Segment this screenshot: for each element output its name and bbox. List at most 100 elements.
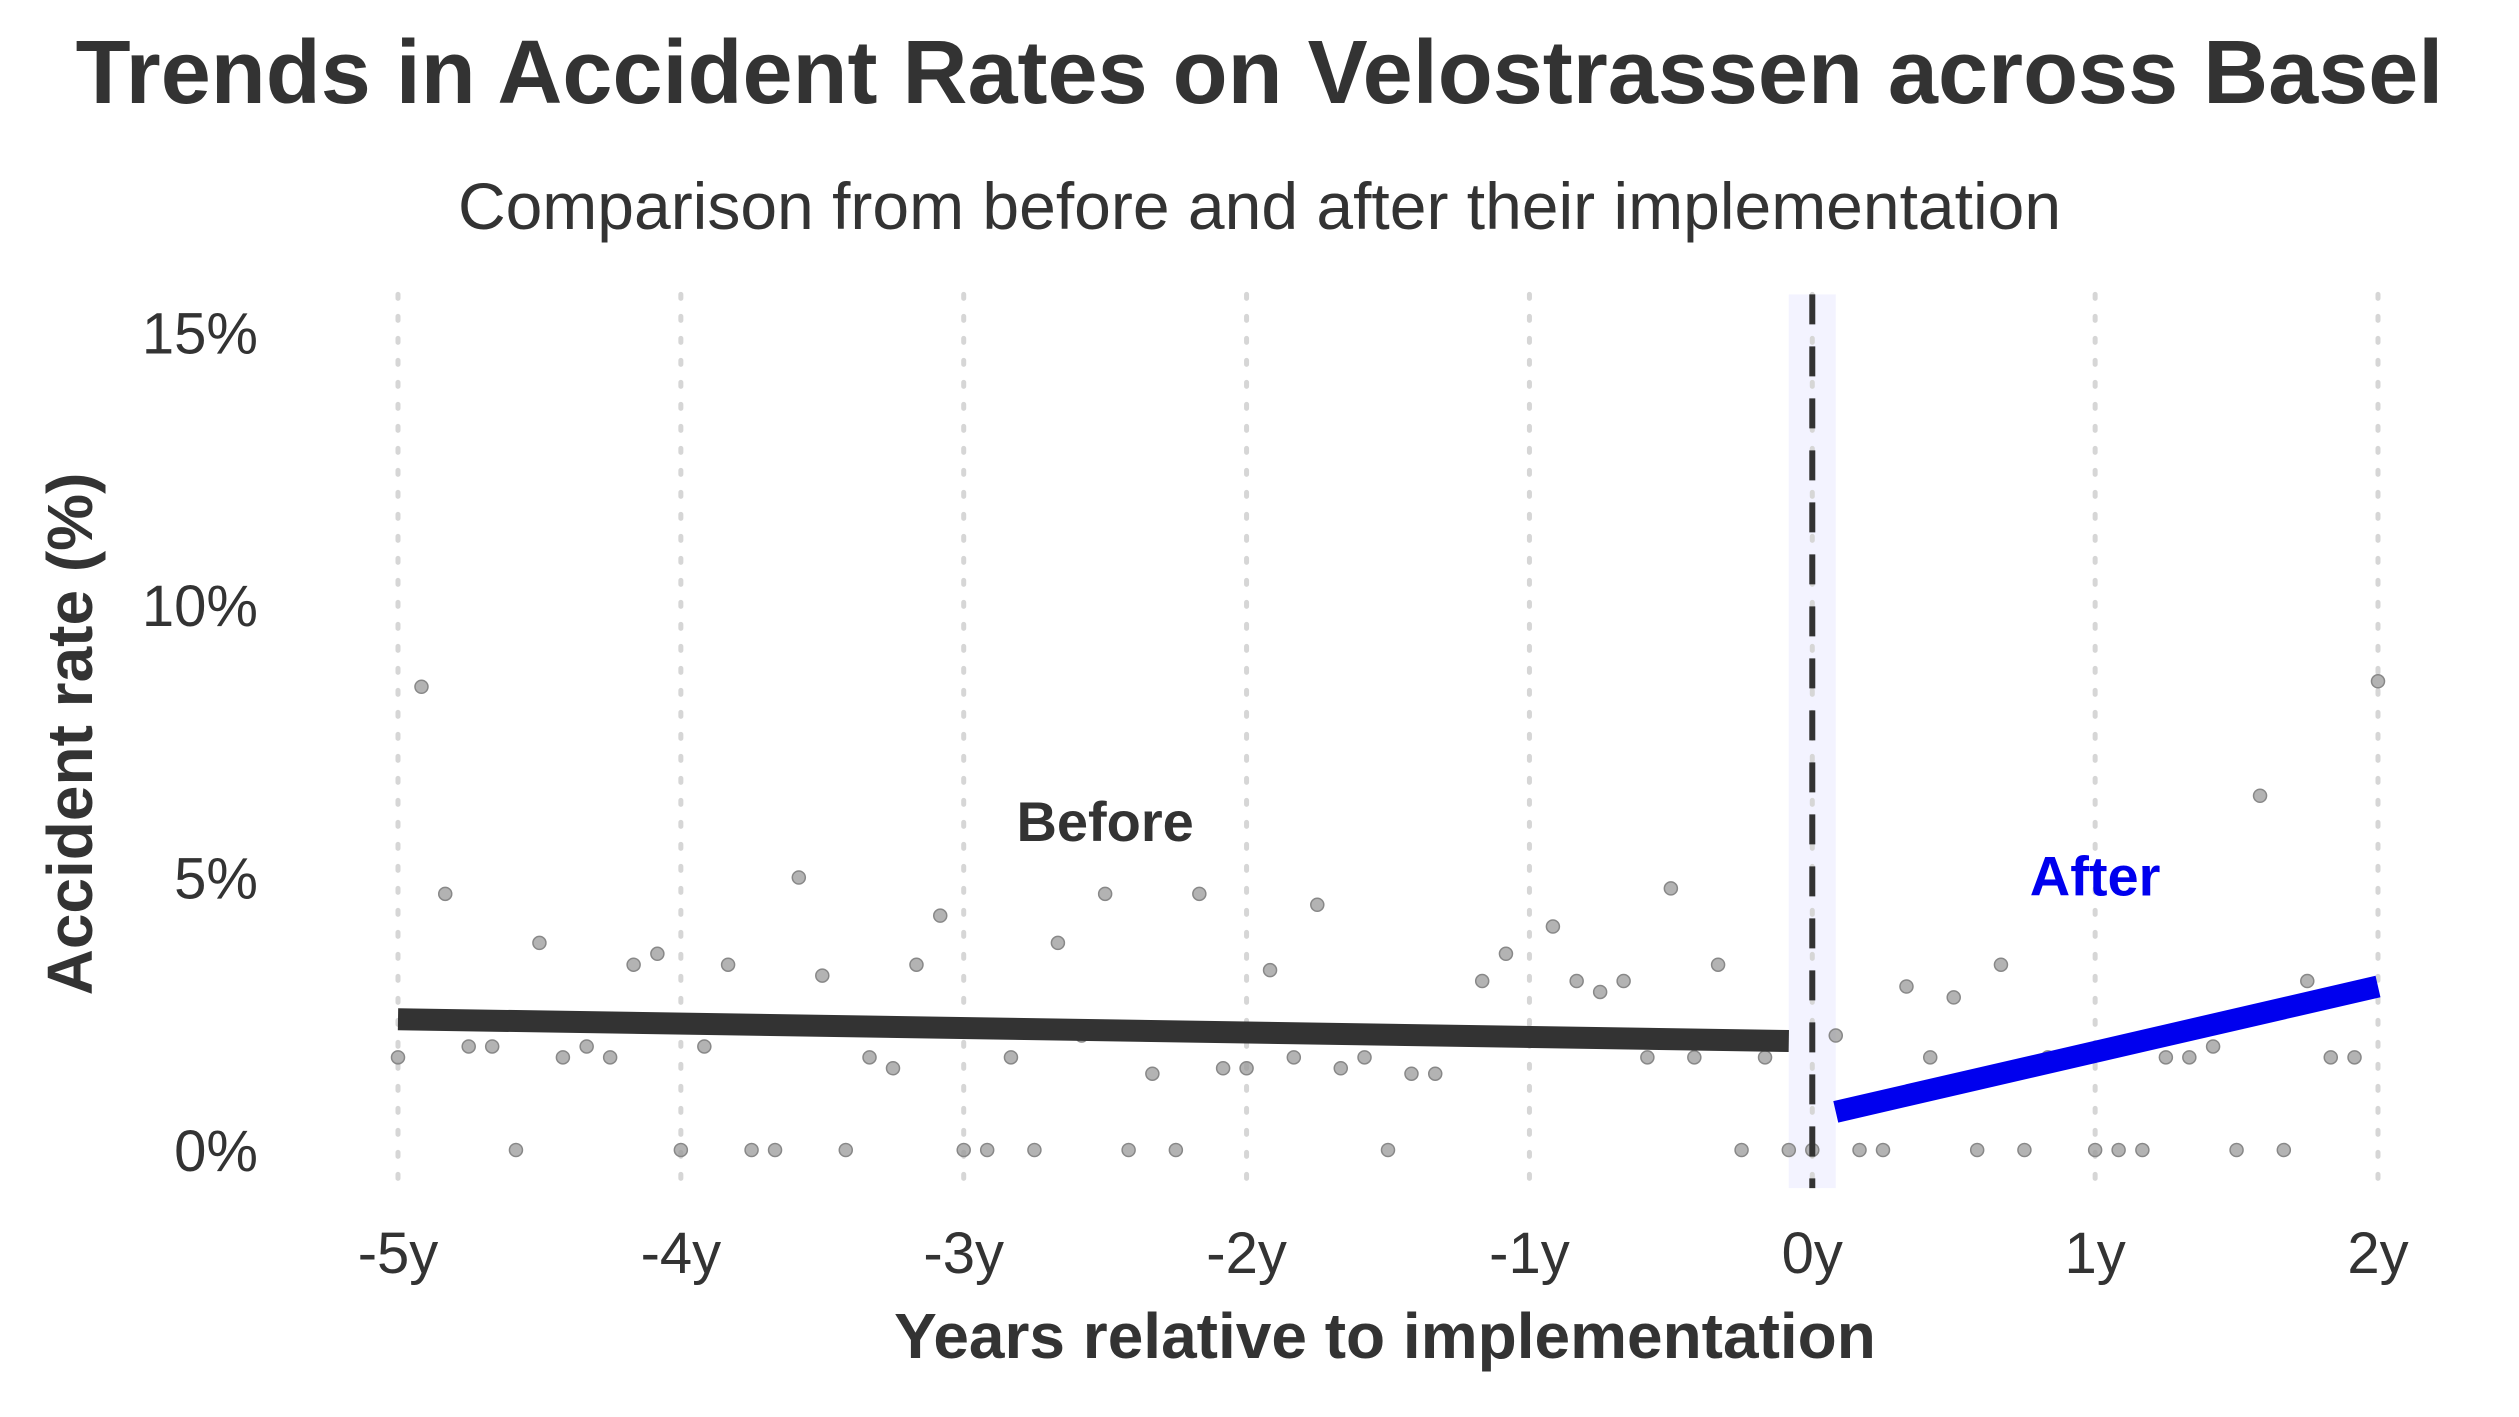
data-point-6 bbox=[532, 935, 547, 951]
y-tick-label-2: 10% bbox=[142, 574, 258, 639]
data-point-22 bbox=[909, 957, 924, 972]
data-point-74 bbox=[2205, 1039, 2221, 1054]
data-point-80 bbox=[2347, 1050, 2362, 1065]
data-point-33 bbox=[1168, 1142, 1184, 1158]
data-point-46 bbox=[1498, 946, 1514, 962]
x-tick-label-7: 2y bbox=[2347, 1221, 2408, 1286]
data-point-79 bbox=[2323, 1050, 2339, 1065]
data-points bbox=[390, 674, 2386, 1158]
data-point-61 bbox=[1875, 1142, 1891, 1158]
chart-subtitle: Comparison from before and after their i… bbox=[457, 169, 2062, 243]
data-point-47 bbox=[1545, 919, 1561, 934]
data-point-75 bbox=[2229, 1142, 2244, 1158]
series-labels: Before After bbox=[1016, 790, 2160, 908]
data-point-7 bbox=[555, 1050, 571, 1065]
data-point-60 bbox=[1852, 1142, 1867, 1158]
data-point-8 bbox=[579, 1039, 594, 1054]
data-point-9 bbox=[602, 1050, 618, 1065]
data-point-28 bbox=[1050, 935, 1066, 951]
data-point-73 bbox=[2182, 1050, 2197, 1065]
x-axis-label: Years relative to implementation bbox=[894, 1300, 1876, 1372]
data-point-20 bbox=[862, 1050, 877, 1065]
x-tick-label-4: -1y bbox=[1489, 1221, 1570, 1286]
x-tick-label-6: 1y bbox=[2065, 1221, 2126, 1286]
data-point-65 bbox=[1969, 1142, 1985, 1158]
data-point-71 bbox=[2135, 1142, 2150, 1158]
data-point-16 bbox=[767, 1142, 783, 1158]
series-label-after: After bbox=[2030, 845, 2161, 908]
data-point-17 bbox=[791, 870, 807, 885]
data-point-56 bbox=[1757, 1050, 1773, 1065]
data-point-23 bbox=[932, 908, 948, 923]
data-point-62 bbox=[1899, 979, 1914, 994]
data-point-50 bbox=[1616, 973, 1631, 989]
x-tick-label-3: -2y bbox=[1206, 1221, 1287, 1286]
data-point-27 bbox=[1027, 1142, 1042, 1158]
data-point-44 bbox=[1427, 1066, 1443, 1081]
data-point-18 bbox=[815, 968, 830, 983]
y-tick-label-1: 5% bbox=[174, 847, 258, 912]
data-point-67 bbox=[2017, 1142, 2032, 1158]
data-point-59 bbox=[1828, 1028, 1844, 1043]
data-point-30 bbox=[1097, 886, 1113, 902]
data-point-51 bbox=[1640, 1050, 1655, 1065]
data-point-36 bbox=[1239, 1061, 1254, 1076]
x-tick-label-5: 0y bbox=[1782, 1221, 1843, 1286]
trend-line-after bbox=[1833, 975, 2381, 1123]
data-point-19 bbox=[838, 1142, 854, 1158]
data-point-63 bbox=[1922, 1050, 1938, 1065]
data-point-38 bbox=[1286, 1050, 1302, 1065]
data-point-26 bbox=[1003, 1050, 1019, 1065]
data-point-35 bbox=[1215, 1061, 1231, 1076]
data-point-57 bbox=[1781, 1142, 1797, 1158]
data-point-41 bbox=[1357, 1050, 1372, 1065]
trend-lines bbox=[397, 975, 2381, 1123]
data-point-11 bbox=[650, 946, 665, 962]
data-point-5 bbox=[508, 1142, 524, 1158]
data-point-37 bbox=[1262, 962, 1278, 978]
data-point-52 bbox=[1663, 881, 1679, 896]
data-point-2 bbox=[437, 886, 453, 902]
data-point-69 bbox=[2087, 1142, 2103, 1158]
data-point-70 bbox=[2111, 1142, 2126, 1158]
y-axis-label: Accident rate (%) bbox=[34, 473, 106, 996]
data-point-78 bbox=[2300, 973, 2315, 989]
data-point-54 bbox=[1710, 957, 1726, 972]
axis-ticks: -5y -4y -3y -2y -1y 0y 1y 2y 0% 5% 10% 15% bbox=[142, 302, 2409, 1287]
data-point-0 bbox=[390, 1050, 406, 1065]
data-point-34 bbox=[1192, 886, 1207, 902]
data-point-77 bbox=[2276, 1142, 2292, 1158]
data-point-13 bbox=[697, 1039, 712, 1054]
data-point-25 bbox=[979, 1142, 995, 1158]
trend-line-before bbox=[397, 1008, 1789, 1052]
data-point-55 bbox=[1734, 1142, 1749, 1158]
x-tick-label-1: -4y bbox=[641, 1221, 722, 1286]
x-tick-label-2: -3y bbox=[923, 1221, 1004, 1286]
y-tick-label-3: 15% bbox=[142, 302, 258, 367]
data-point-15 bbox=[744, 1142, 759, 1158]
data-point-76 bbox=[2252, 788, 2268, 803]
data-point-24 bbox=[956, 1142, 971, 1158]
data-point-12 bbox=[673, 1142, 689, 1158]
data-point-4 bbox=[484, 1039, 500, 1054]
data-point-32 bbox=[1145, 1066, 1160, 1081]
series-label-before: Before bbox=[1016, 790, 1193, 853]
data-point-39 bbox=[1310, 897, 1325, 912]
data-point-49 bbox=[1592, 984, 1608, 1000]
data-point-53 bbox=[1687, 1050, 1702, 1065]
y-tick-label-0: 0% bbox=[174, 1119, 258, 1184]
x-tick-label-0: -5y bbox=[358, 1221, 439, 1286]
data-point-48 bbox=[1569, 973, 1584, 989]
chart-title: Trends in Accident Rates on Velostrassen… bbox=[75, 23, 2444, 123]
data-point-21 bbox=[885, 1061, 901, 1076]
data-point-42 bbox=[1380, 1142, 1396, 1158]
data-point-40 bbox=[1333, 1061, 1349, 1076]
data-point-72 bbox=[2158, 1050, 2174, 1065]
data-point-1 bbox=[414, 679, 429, 694]
data-point-45 bbox=[1474, 973, 1490, 989]
data-point-31 bbox=[1121, 1142, 1136, 1158]
data-point-14 bbox=[720, 957, 736, 972]
data-point-81 bbox=[2370, 674, 2386, 689]
data-point-3 bbox=[461, 1039, 476, 1054]
